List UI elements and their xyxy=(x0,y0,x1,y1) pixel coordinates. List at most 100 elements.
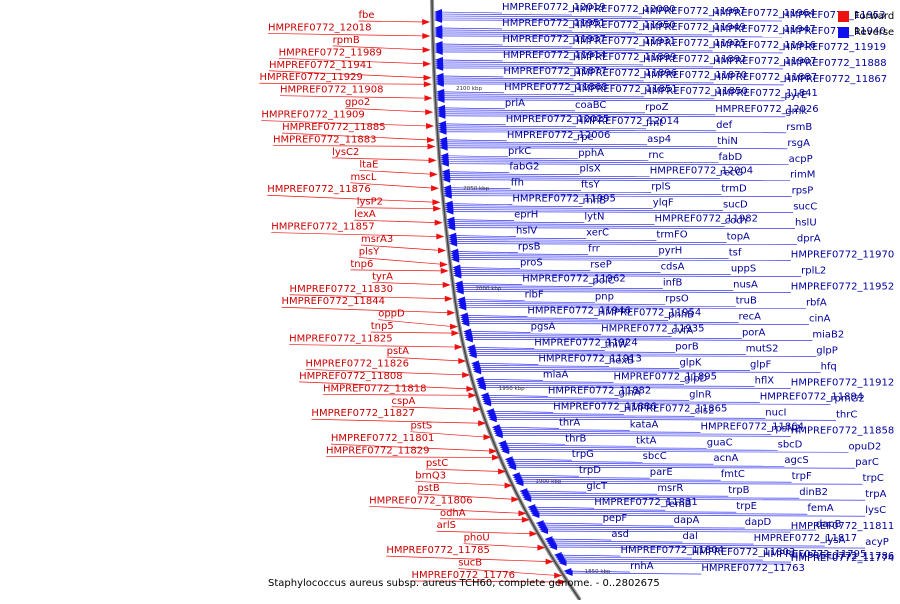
forward-gene-label: tyrA xyxy=(372,271,393,282)
reverse-gene-arrow xyxy=(434,32,443,39)
forward-leader-line xyxy=(463,543,542,549)
reverse-gene-label: HMPREF0772_11867 xyxy=(784,74,887,85)
reverse-leader-line xyxy=(440,97,715,100)
forward-leader-line xyxy=(425,468,503,472)
reverse-gene-label: glnA xyxy=(618,387,640,398)
reverse-leader-line xyxy=(444,163,789,166)
reverse-gene-arrow xyxy=(531,512,540,519)
reverse-gene-label: asd xyxy=(611,529,629,540)
reverse-gene-label: HMPREF0772_11953 xyxy=(782,10,885,21)
reverse-gene-label: porB xyxy=(675,341,699,352)
reverse-gene-label: cls2 xyxy=(695,405,715,416)
reverse-gene-label: HMPREF0772_11841 xyxy=(714,88,817,99)
reverse-leader-line xyxy=(452,239,657,241)
reverse-leader-line xyxy=(519,482,863,485)
reverse-leader-line xyxy=(459,291,791,293)
reverse-gene-label: HMPREF0772_11811 xyxy=(791,521,894,532)
reverse-leader-line xyxy=(446,179,791,182)
forward-leader-line xyxy=(268,70,428,79)
reverse-gene-arrow xyxy=(455,288,464,295)
forward-gene-label: tnp6 xyxy=(350,259,373,270)
reverse-gene-label: rnhB xyxy=(583,196,607,207)
forward-leader-line xyxy=(282,132,432,141)
reverse-gene-label: plsX xyxy=(580,164,601,175)
forward-gene-arrow xyxy=(423,60,432,67)
reverse-leader-line xyxy=(461,303,666,305)
reverse-gene-label: thrB xyxy=(565,433,586,444)
reverse-leader-line xyxy=(438,31,643,34)
forward-gene-label: pstB xyxy=(417,483,439,494)
forward-gene-arrow xyxy=(554,572,563,579)
forward-gene-label: phoU xyxy=(464,533,490,544)
reverse-gene-label: HMPREF0772_11886 xyxy=(553,401,656,412)
reverse-leader-line xyxy=(438,59,503,62)
reverse-leader-line xyxy=(438,47,643,50)
reverse-gene-arrow xyxy=(436,96,445,103)
reverse-gene-label: dapD xyxy=(745,517,772,528)
forward-gene-arrow xyxy=(438,247,447,254)
forward-gene-label: HMPREF0772_12018 xyxy=(268,22,371,33)
reverse-gene-label: HMPREF0772_11850 xyxy=(644,86,747,97)
reverse-leader-line xyxy=(461,305,736,307)
reverse-gene-label: lytN xyxy=(584,212,604,223)
legend-forward: Forward xyxy=(838,8,898,24)
reverse-gene-label: trpB xyxy=(728,485,749,496)
reverse-gene-label: agcS xyxy=(784,455,808,466)
reverse-leader-line xyxy=(464,317,598,319)
reverse-leader-line xyxy=(455,259,791,261)
reverse-gene-arrow xyxy=(564,570,573,577)
reverse-leader-line xyxy=(438,11,503,14)
reverse-gene-label: HMPREF0772_11786 xyxy=(791,551,894,562)
forward-gene-label: HMPREF0772_11909 xyxy=(261,110,364,121)
forward-gene-arrow xyxy=(423,74,432,81)
reverse-gene-label: thiW xyxy=(605,339,628,350)
reverse-gene-label: rsmB xyxy=(786,122,812,133)
reverse-leader-line xyxy=(449,211,794,213)
reverse-gene-label: hflX xyxy=(755,375,775,386)
forward-gene-label: HMPREF0772_11929 xyxy=(259,72,362,83)
reverse-leader-line xyxy=(470,347,535,349)
reverse-gene-label: rpsO xyxy=(665,294,689,305)
reverse-gene-label: HMPREF0772_11865 xyxy=(624,403,727,414)
reverse-gene-label: dprA xyxy=(797,234,821,245)
reverse-leader-line xyxy=(452,235,516,237)
reverse-gene-arrow xyxy=(483,400,492,407)
reverse-gene-label: sbcD xyxy=(778,439,803,450)
reverse-gene-label: HMPREF0772_11888 xyxy=(783,58,886,69)
reverse-gene-label: trpF xyxy=(792,471,812,482)
reverse-gene-arrow xyxy=(501,448,510,455)
reverse-gene-label: kataA xyxy=(630,419,659,430)
reverse-leader-line xyxy=(442,131,787,134)
leader-lines xyxy=(259,11,866,583)
reverse-leader-line xyxy=(459,289,734,291)
reverse-leader-line xyxy=(459,287,663,289)
reverse-gene-arrow xyxy=(523,496,532,503)
reverse-gene-label: pyrH xyxy=(658,246,682,257)
reverse-gene-label: HMPREF0772_11946 xyxy=(527,305,630,316)
forward-gene-arrow xyxy=(432,199,441,206)
reverse-gene-label: lysA xyxy=(825,535,846,546)
reverse-gene-label: trmD xyxy=(721,184,747,195)
reverse-gene-label: HMPREF0772_11858 xyxy=(791,425,894,436)
reverse-gene-label: HMPREF0772_12014 xyxy=(576,116,679,127)
reverse-leader-line xyxy=(510,462,714,465)
reverse-leader-line xyxy=(448,205,583,207)
forward-leader-line xyxy=(305,369,467,376)
reverse-gene-label: glcT xyxy=(586,481,608,492)
forward-gene-arrow xyxy=(431,185,440,192)
reverse-gene-label: phhB xyxy=(668,309,694,320)
reverse-leader-line xyxy=(496,428,630,431)
reverse-leader-line xyxy=(454,253,589,255)
reverse-leader-line xyxy=(439,67,784,70)
reverse-leader-line xyxy=(504,448,778,451)
forward-gene-arrow xyxy=(545,558,554,565)
forward-gene-label: odhA xyxy=(440,508,466,519)
forward-gene-label: HMPREF0772_11829 xyxy=(326,446,429,457)
tick-label: 1900 kbp xyxy=(535,479,561,485)
reverse-gene-label: uppS xyxy=(731,264,756,275)
reverse-leader-line xyxy=(445,173,580,176)
forward-leader-line xyxy=(332,45,427,51)
reverse-gene-label: proS xyxy=(520,258,543,269)
legend-reverse: Reverse xyxy=(838,24,898,40)
